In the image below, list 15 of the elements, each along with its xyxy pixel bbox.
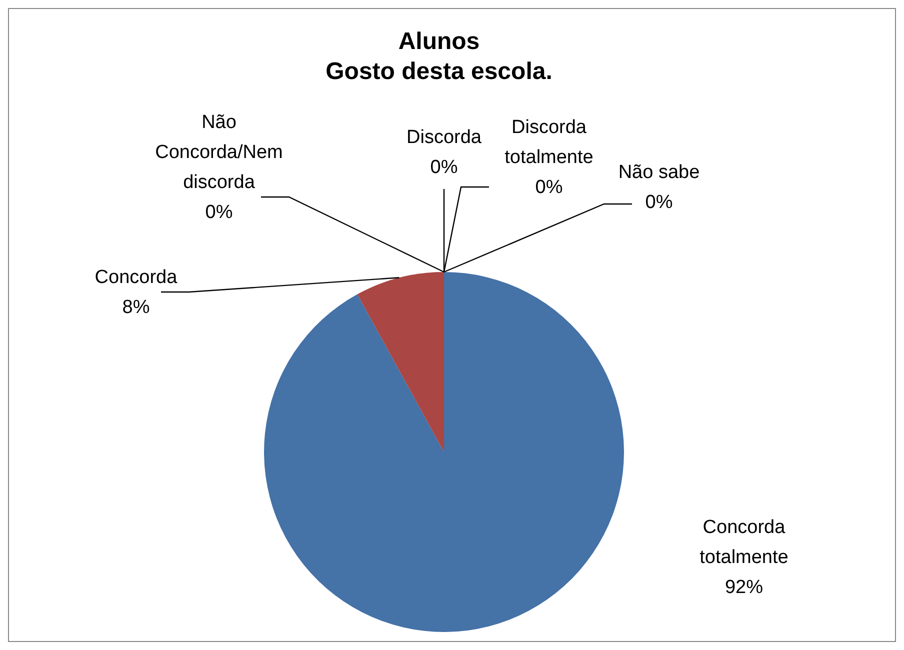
category-label: Discorda totalmente — [504, 116, 594, 168]
text: 0% — [645, 192, 673, 212]
pie-slice — [264, 272, 624, 632]
text: 0% — [430, 156, 458, 178]
chart-title: Alunos Gosto desta escola. — [326, 28, 552, 85]
text: 0% — [535, 176, 563, 198]
category-label: Não Concorda/Nem discorda — [155, 112, 283, 192]
data-label: 8% — [122, 296, 150, 318]
pie-slice — [357, 272, 444, 452]
slice-label: Concorda — [94, 266, 178, 288]
data-label: 92% — [724, 576, 764, 598]
slice-label: Concorda totalmente — [700, 516, 788, 568]
category-label: Não sabe — [618, 162, 700, 182]
category-label: Discorda — [406, 126, 482, 148]
text: 0% — [205, 202, 233, 222]
